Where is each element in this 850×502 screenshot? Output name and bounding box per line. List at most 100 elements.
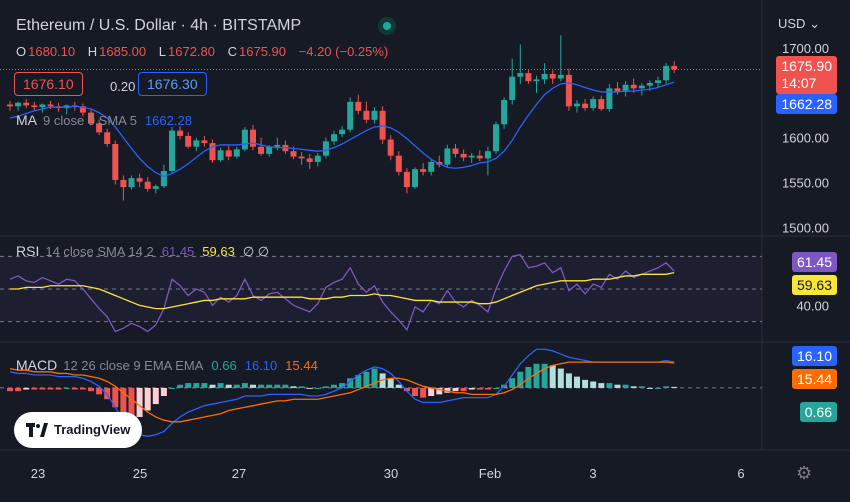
candle-body xyxy=(136,178,143,182)
candle-body xyxy=(347,101,354,130)
signal-value-tag: 15.44 xyxy=(791,369,837,389)
candle-body xyxy=(355,101,362,111)
macd-hist-bar xyxy=(509,378,516,388)
rsi-legend-params: 14 close SMA 14 2 xyxy=(45,244,154,259)
sell-price-button[interactable]: 1676.10 xyxy=(14,72,83,96)
macd-hist-bar xyxy=(120,387,127,416)
candle-body xyxy=(371,110,378,120)
macd-hist-bar xyxy=(169,387,175,389)
macd-hist-bar xyxy=(144,387,151,411)
macd-hist-bar xyxy=(549,365,556,388)
macd-hist-bar xyxy=(15,387,22,392)
macd-hist-bar xyxy=(217,383,224,388)
ohlc-open-key: O xyxy=(16,44,27,59)
macd-hist-bar xyxy=(322,386,329,388)
candle-body xyxy=(209,143,216,161)
ohlc-low-key: L xyxy=(158,44,166,59)
candle-body xyxy=(225,150,232,157)
candle-body xyxy=(250,129,256,147)
macd-hist-bar xyxy=(128,387,135,421)
ma-legend-params: 9 close 0 SMA 5 xyxy=(43,113,137,128)
macd-hist-bar xyxy=(452,387,459,392)
candle-body xyxy=(663,65,670,81)
macd-hist-bar xyxy=(258,384,265,388)
macd-hist-bar xyxy=(525,366,532,388)
macd-hist-bar xyxy=(160,387,167,396)
macd-hist-bar xyxy=(355,375,362,388)
candle-body xyxy=(96,123,103,133)
macd-hist-bar xyxy=(152,387,159,405)
macd-hist-bar xyxy=(606,383,613,388)
chevron-down-icon: ⌄ xyxy=(809,16,820,31)
candle-body xyxy=(646,82,653,86)
candle-body xyxy=(120,179,127,188)
symbol-title[interactable]: Ethereum / U.S. Dollar · 4h · BITSTAMP xyxy=(16,17,302,34)
rsi-legend-empty: ∅ ∅ xyxy=(242,244,270,259)
macd-hist-bar xyxy=(39,387,46,390)
candle-body xyxy=(468,155,475,158)
candle-body xyxy=(331,134,337,142)
macd-hist-bar xyxy=(436,387,443,395)
candle-body xyxy=(574,103,580,107)
macd-hist-bar xyxy=(314,387,321,389)
candle-body xyxy=(144,181,151,189)
buy-price-button[interactable]: 1676.30 xyxy=(138,72,207,96)
candle-body xyxy=(339,129,346,135)
macd-legend-name: MACD xyxy=(16,357,58,373)
macd-legend[interactable]: MACD 12 26 close 9 EMA EMA 0.66 16.10 15.44 xyxy=(16,357,318,373)
macd-hist-bar xyxy=(250,384,256,388)
rsi-legend[interactable]: RSI 14 close SMA 14 2 61.45 59.63 ∅ ∅ xyxy=(16,243,269,260)
candle-body xyxy=(557,74,564,79)
candle-body xyxy=(104,132,111,145)
macd-hist-bar xyxy=(395,384,402,388)
candle-body xyxy=(590,99,597,109)
macd-legend-params: 12 26 close 9 EMA EMA xyxy=(63,358,204,373)
macd-hist-bar xyxy=(403,387,410,392)
candle-body xyxy=(582,103,589,109)
macd-hist-bar xyxy=(55,387,62,390)
macd-signal-legend-value: 15.44 xyxy=(285,358,318,373)
candle-body xyxy=(201,140,208,144)
ma-legend-value: 1662.28 xyxy=(144,113,192,128)
macd-hist-bar xyxy=(282,384,289,388)
macd-hist-bar xyxy=(565,373,572,388)
macd-hist-bar xyxy=(460,387,467,392)
price-axis-tick: 1500.00 xyxy=(782,221,829,236)
candle-body xyxy=(428,161,435,172)
macd-hist-bar xyxy=(274,384,281,388)
tradingview-label: TradingView xyxy=(54,422,131,437)
time-axis-tick: 25 xyxy=(133,466,147,481)
macd-hist-bar xyxy=(598,383,605,388)
currency-selector[interactable]: USD ⌄ xyxy=(778,16,820,32)
ohlc-open-value: 1680.10 xyxy=(28,44,76,59)
candle-body xyxy=(274,144,281,147)
macd-hist-bar xyxy=(63,387,70,389)
candle-body xyxy=(266,146,273,154)
candle-body xyxy=(79,106,86,113)
macd-hist-legend-value: 0.66 xyxy=(211,358,237,373)
rsi-axis-tick: 40.00 xyxy=(796,298,829,313)
macd-hist-bar xyxy=(517,371,524,388)
market-open-dot xyxy=(378,17,396,35)
tradingview-logo-icon xyxy=(26,423,48,437)
last-price-value: 1675.90 xyxy=(781,58,832,74)
ma-legend[interactable]: MA 9 close 0 SMA 5 1662.28 xyxy=(16,112,192,128)
macd-value-tag: 16.10 xyxy=(791,346,837,366)
ohlc-close-key: C xyxy=(227,44,238,59)
price-axis-tick: 1700.00 xyxy=(782,41,829,56)
tradingview-badge[interactable]: TradingView xyxy=(14,412,142,448)
macd-hist-bar xyxy=(387,378,394,388)
price-axis-tick: 1550.00 xyxy=(782,176,829,191)
candle-body xyxy=(314,155,321,162)
macd-hist-bar xyxy=(88,387,94,392)
macd-hist-bar xyxy=(590,381,597,388)
candle-body xyxy=(655,80,661,83)
rsi-legend-name: RSI xyxy=(16,243,40,259)
macd-hist-bar xyxy=(96,387,103,395)
macd-hist-bar xyxy=(646,387,653,389)
macd-hist-bar xyxy=(201,383,208,388)
gear-icon[interactable]: ⚙ xyxy=(796,463,813,483)
macd-hist-bar xyxy=(47,387,54,390)
bar-countdown: 14:07 xyxy=(781,75,817,91)
